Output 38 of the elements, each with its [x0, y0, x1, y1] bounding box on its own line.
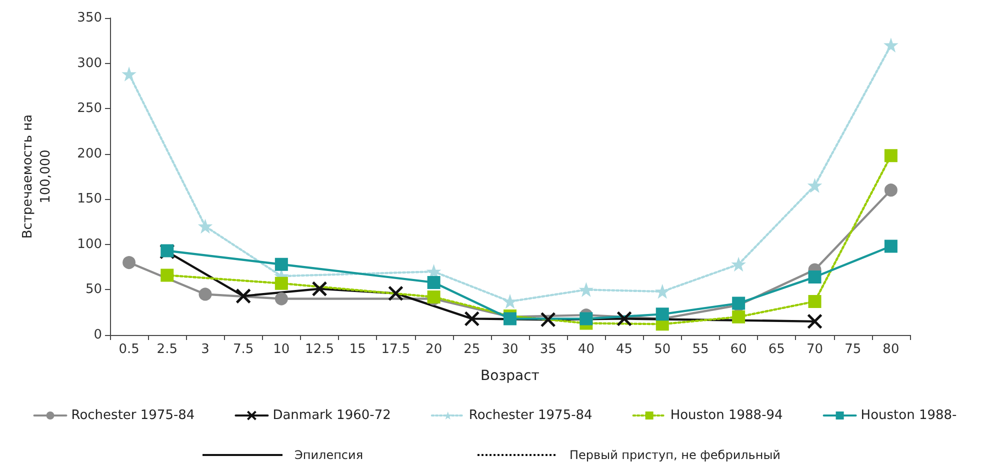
y-axis-title: Встречаемость на 100,000 [20, 114, 54, 239]
x-tick-label: 3 [201, 342, 210, 357]
x-tick-label: 2.5 [156, 342, 178, 357]
legend-label: Danmark 1960-72 [272, 408, 391, 423]
legend-label: Rochester 1975-84 [468, 408, 592, 423]
x-tick-label: 35 [540, 342, 556, 357]
x-tick-label: 55 [692, 342, 709, 357]
legend-label: Houston 1988- [860, 408, 958, 423]
x-tick-label: 40 [578, 342, 594, 357]
y-tick-label: 50 [85, 282, 102, 298]
y-tick-label: 0 [94, 328, 102, 342]
y-tick-label: 100 [77, 236, 102, 252]
x-tick-label: 70 [806, 342, 824, 357]
y-tick-label: 200 [77, 146, 102, 162]
text: Эпилепсия [294, 448, 364, 462]
x-tick-label: 75 [844, 342, 862, 357]
x-tick-label: 60 [730, 342, 747, 357]
text: Первый приступ, не фебрильный [570, 448, 780, 462]
y-tick-label: 300 [77, 56, 102, 71]
x-tick-label: 65 [768, 342, 785, 357]
x-tick-label: 17.5 [381, 342, 410, 357]
x-tick-label: 45 [616, 342, 633, 357]
x-tick-label: 10 [273, 342, 290, 357]
y-tick-label: 150 [77, 192, 102, 207]
x-tick-label: 7.5 [232, 342, 254, 357]
x-tick-label: 25 [464, 342, 480, 357]
x-tick-label: 0.5 [118, 342, 140, 357]
x-tick-label: 80 [882, 342, 900, 357]
x-tick-label: 50 [654, 342, 671, 357]
y-tick-label: 250 [77, 101, 102, 116]
x-tick-label: 15 [349, 342, 366, 357]
x-axis-title: Возраст [480, 368, 540, 384]
legend-label: Rochester 1975-84 [71, 408, 195, 423]
x-tick-label: 12.5 [305, 342, 334, 357]
y-tick-label: 350 [77, 10, 102, 26]
x-tick-label: 20 [426, 342, 442, 357]
legend-label: Houston 1988-94 [670, 408, 783, 423]
x-tick-label: 30 [502, 342, 518, 357]
